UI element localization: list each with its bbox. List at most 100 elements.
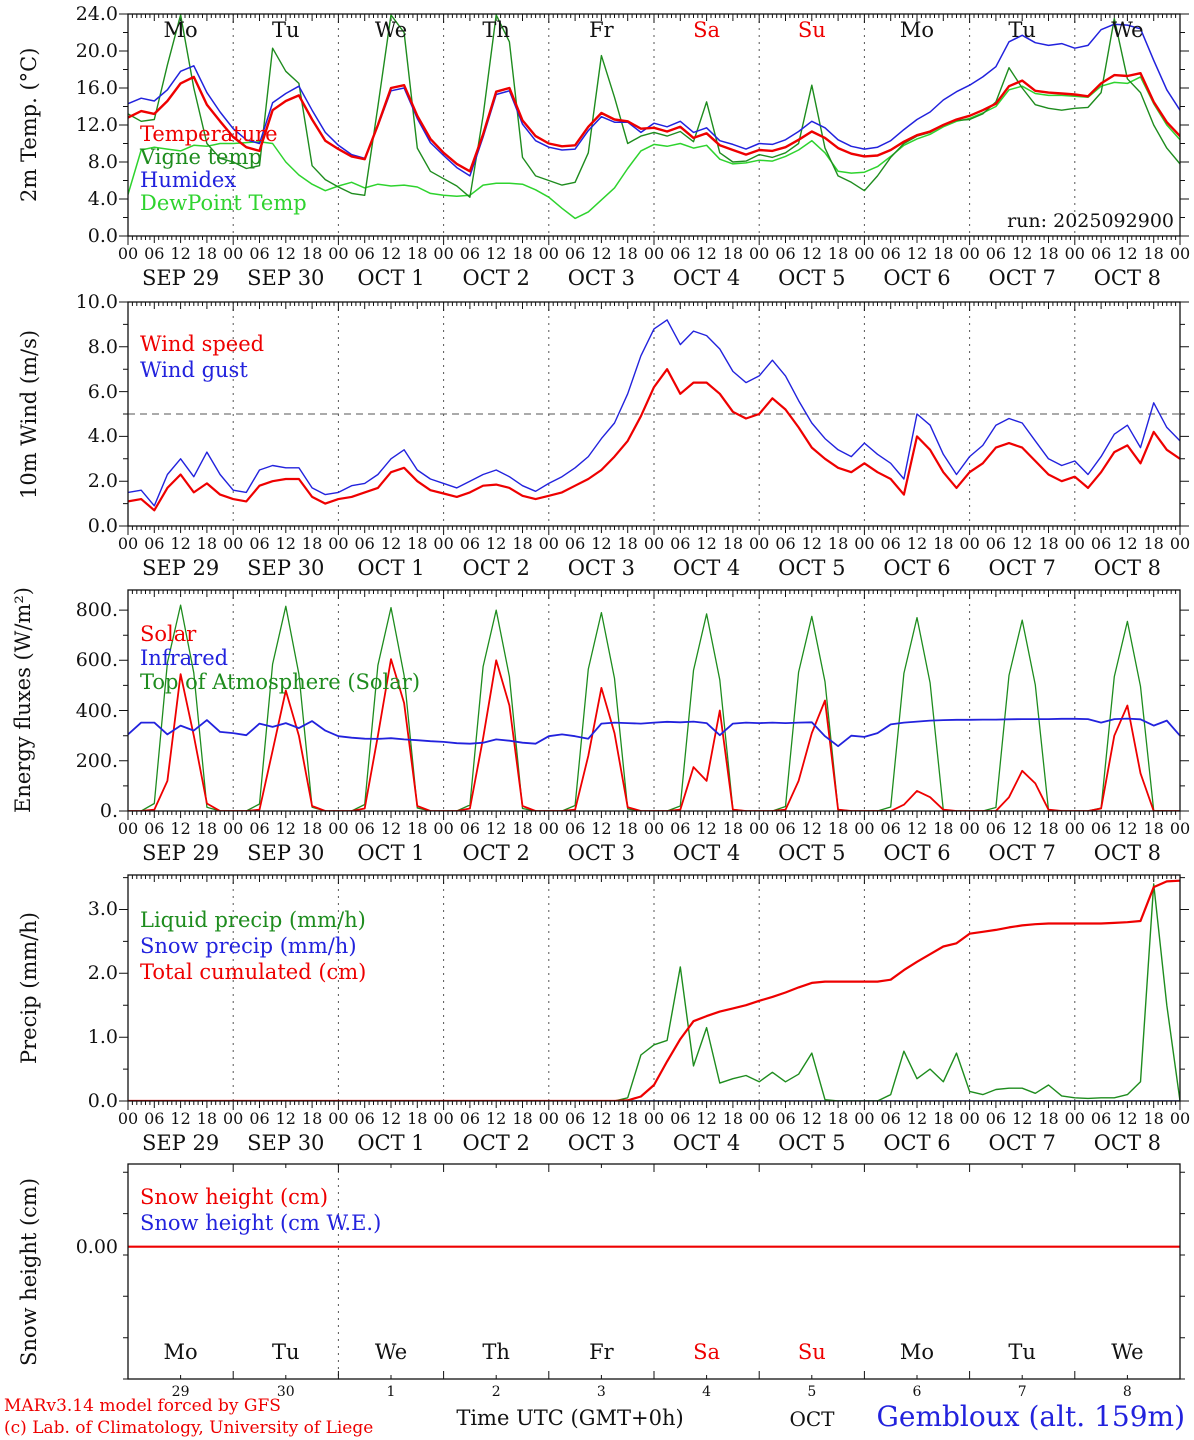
legend-liquid-precip: Liquid precip (mm/h) [140,908,366,932]
panel1-hour-tick-label: 18 [617,534,638,553]
panel2-hour-tick-label: 00 [643,819,665,838]
panel0-hour-tick-label: 00 [117,244,139,263]
panel2-hour-tick-label: 06 [564,819,586,838]
panel0-hour-tick-label: 18 [722,244,744,263]
snow-panel-day-number: 30 [276,1384,295,1400]
panel1-hour-tick-label: 12 [380,534,402,553]
panel1-hour-tick-label: 18 [933,534,954,553]
panel2-hour-tick-label: 12 [906,819,928,838]
panel3-hour-tick-label: 18 [301,1109,323,1128]
panel2-hour-tick-label: 06 [1090,819,1112,838]
snow-panel-day-name: Mo [163,1340,198,1364]
panel3-hour-tick-label: 12 [1012,1109,1033,1128]
energy-y-axis-label: Energy fluxes (W/m²) [11,587,35,814]
panel1-ytick-label: 4.0 [87,425,118,448]
panel0-ytick-label: 4.0 [87,188,118,210]
panel3-date-label: OCT 7 [988,1131,1056,1155]
panel3-ytick-label: 1.0 [87,1026,118,1049]
panel0-hour-tick-label: 00 [1064,244,1085,263]
panel0-ytick-label: 8.0 [87,151,118,173]
panel1-hour-tick-label: 06 [670,534,691,553]
panel0-hour-tick-label: 12 [486,244,507,263]
panel2-hour-tick-label: 18 [617,819,638,838]
panel3-date-label: SEP 30 [247,1131,325,1155]
panel0-hour-tick-label: 06 [564,244,586,263]
panel3-hour-tick-label: 18 [1143,1109,1164,1128]
panel2-date-label: OCT 8 [1093,841,1162,865]
panel0-hour-tick-label: 06 [985,244,1007,263]
panel0-date-label: OCT 6 [883,266,951,290]
panel3-hour-tick-label: 12 [380,1109,402,1128]
panel2-date-label: OCT 2 [462,841,530,865]
panel2-hour-tick-label: 00 [1169,819,1191,838]
panel0-date-label: OCT 3 [567,266,636,290]
legend-dewpoint-temp: DewPoint Temp [140,191,307,215]
panel1-date-label: SEP 29 [141,556,220,580]
panel1-hour-tick-label: 06 [144,534,165,553]
panel0-hour-tick-label: 12 [170,244,191,263]
panel0-hour-tick-label: 00 [643,244,665,263]
legend-snow-height-we: Snow height (cm W.E.) [140,1211,382,1235]
panel0-hour-tick-label: 18 [1038,244,1059,263]
panel0-hour-tick-label: 06 [775,244,796,263]
panel3-hour-tick-label: 00 [538,1109,559,1128]
panel2-hour-tick-label: 06 [354,819,375,838]
snow-panel-day-number: 4 [702,1384,712,1400]
panel2-ytick-label: 600. [75,649,118,672]
panel0-hour-tick-label: 18 [617,244,638,263]
snow-panel-day-name: We [1111,1340,1144,1364]
panel1-hour-tick-label: 12 [591,534,612,553]
snow-panel-day-name: We [374,1340,408,1364]
panel2-hour-tick-label: 06 [880,819,901,838]
panel0-hour-tick-label: 00 [1169,244,1191,263]
legend-vigne-temp: Vigne temp [140,145,262,169]
panel3-hour-tick-label: 18 [1038,1109,1059,1128]
panel3-hour-tick-label: 00 [643,1109,665,1128]
panel1-date-label: OCT 7 [988,556,1056,580]
panel1-hour-tick-label: 06 [249,534,270,553]
panel1-date-label: OCT 5 [778,556,846,580]
panel3-date-label: OCT 4 [672,1131,741,1155]
month-label: OCT [789,1407,835,1431]
panel2-hour-tick-label: 12 [801,819,822,838]
panel1-hour-tick-label: 12 [486,534,507,553]
panel3-hour-tick-label: 00 [749,1109,770,1128]
legend-wind-speed: Wind speed [140,332,265,356]
panel3-hour-tick-label: 18 [407,1109,428,1128]
panel2-hour-tick-label: 12 [275,819,296,838]
panel0-hour-tick-label: 12 [696,244,717,263]
panel3-hour-tick-label: 06 [1090,1109,1112,1128]
panel0-hour-tick-label: 06 [459,244,481,263]
panel0-hour-tick-label: 12 [591,244,612,263]
panel2-hour-tick-label: 12 [486,819,507,838]
temp-panel-day-name: We [1111,18,1144,42]
run-label: run: 2025092900 [1007,210,1174,232]
panel0-hour-tick-label: 00 [959,244,980,263]
panel0-date-label: OCT 2 [462,266,530,290]
panel1-hour-tick-label: 12 [1117,534,1138,553]
panel2-hour-tick-label: 00 [538,819,559,838]
panel2-hour-tick-label: 12 [1117,819,1138,838]
panel3-hour-tick-label: 06 [775,1109,796,1128]
panel3-ytick-label: 0.0 [87,1090,118,1112]
panel3-hour-tick-label: 00 [959,1109,980,1128]
panel0-hour-tick-label: 12 [1117,244,1138,263]
panel2-ytick-label: 400. [75,699,118,722]
panel2-hour-tick-label: 00 [433,819,454,838]
model-credit-line1: MARv3.14 model forced by GFS [4,1396,281,1416]
snow-panel-day-number: 3 [596,1384,606,1400]
panel3-date-label: OCT 6 [883,1131,951,1155]
panel0-hour-tick-label: 00 [538,244,559,263]
panel2-hour-tick-label: 18 [827,819,849,838]
panel1-hour-tick-label: 00 [433,534,454,553]
panel1-hour-tick-label: 00 [328,534,349,553]
panel2-hour-tick-label: 18 [933,819,954,838]
panel3-hour-tick-label: 12 [801,1109,822,1128]
panel2-date-label: OCT 3 [567,841,636,865]
panel0-date-label: OCT 1 [357,266,425,290]
legend-snow-height: Snow height (cm) [140,1185,329,1209]
panel1-date-label: OCT 6 [883,556,951,580]
panel0-date-label: OCT 8 [1093,266,1162,290]
